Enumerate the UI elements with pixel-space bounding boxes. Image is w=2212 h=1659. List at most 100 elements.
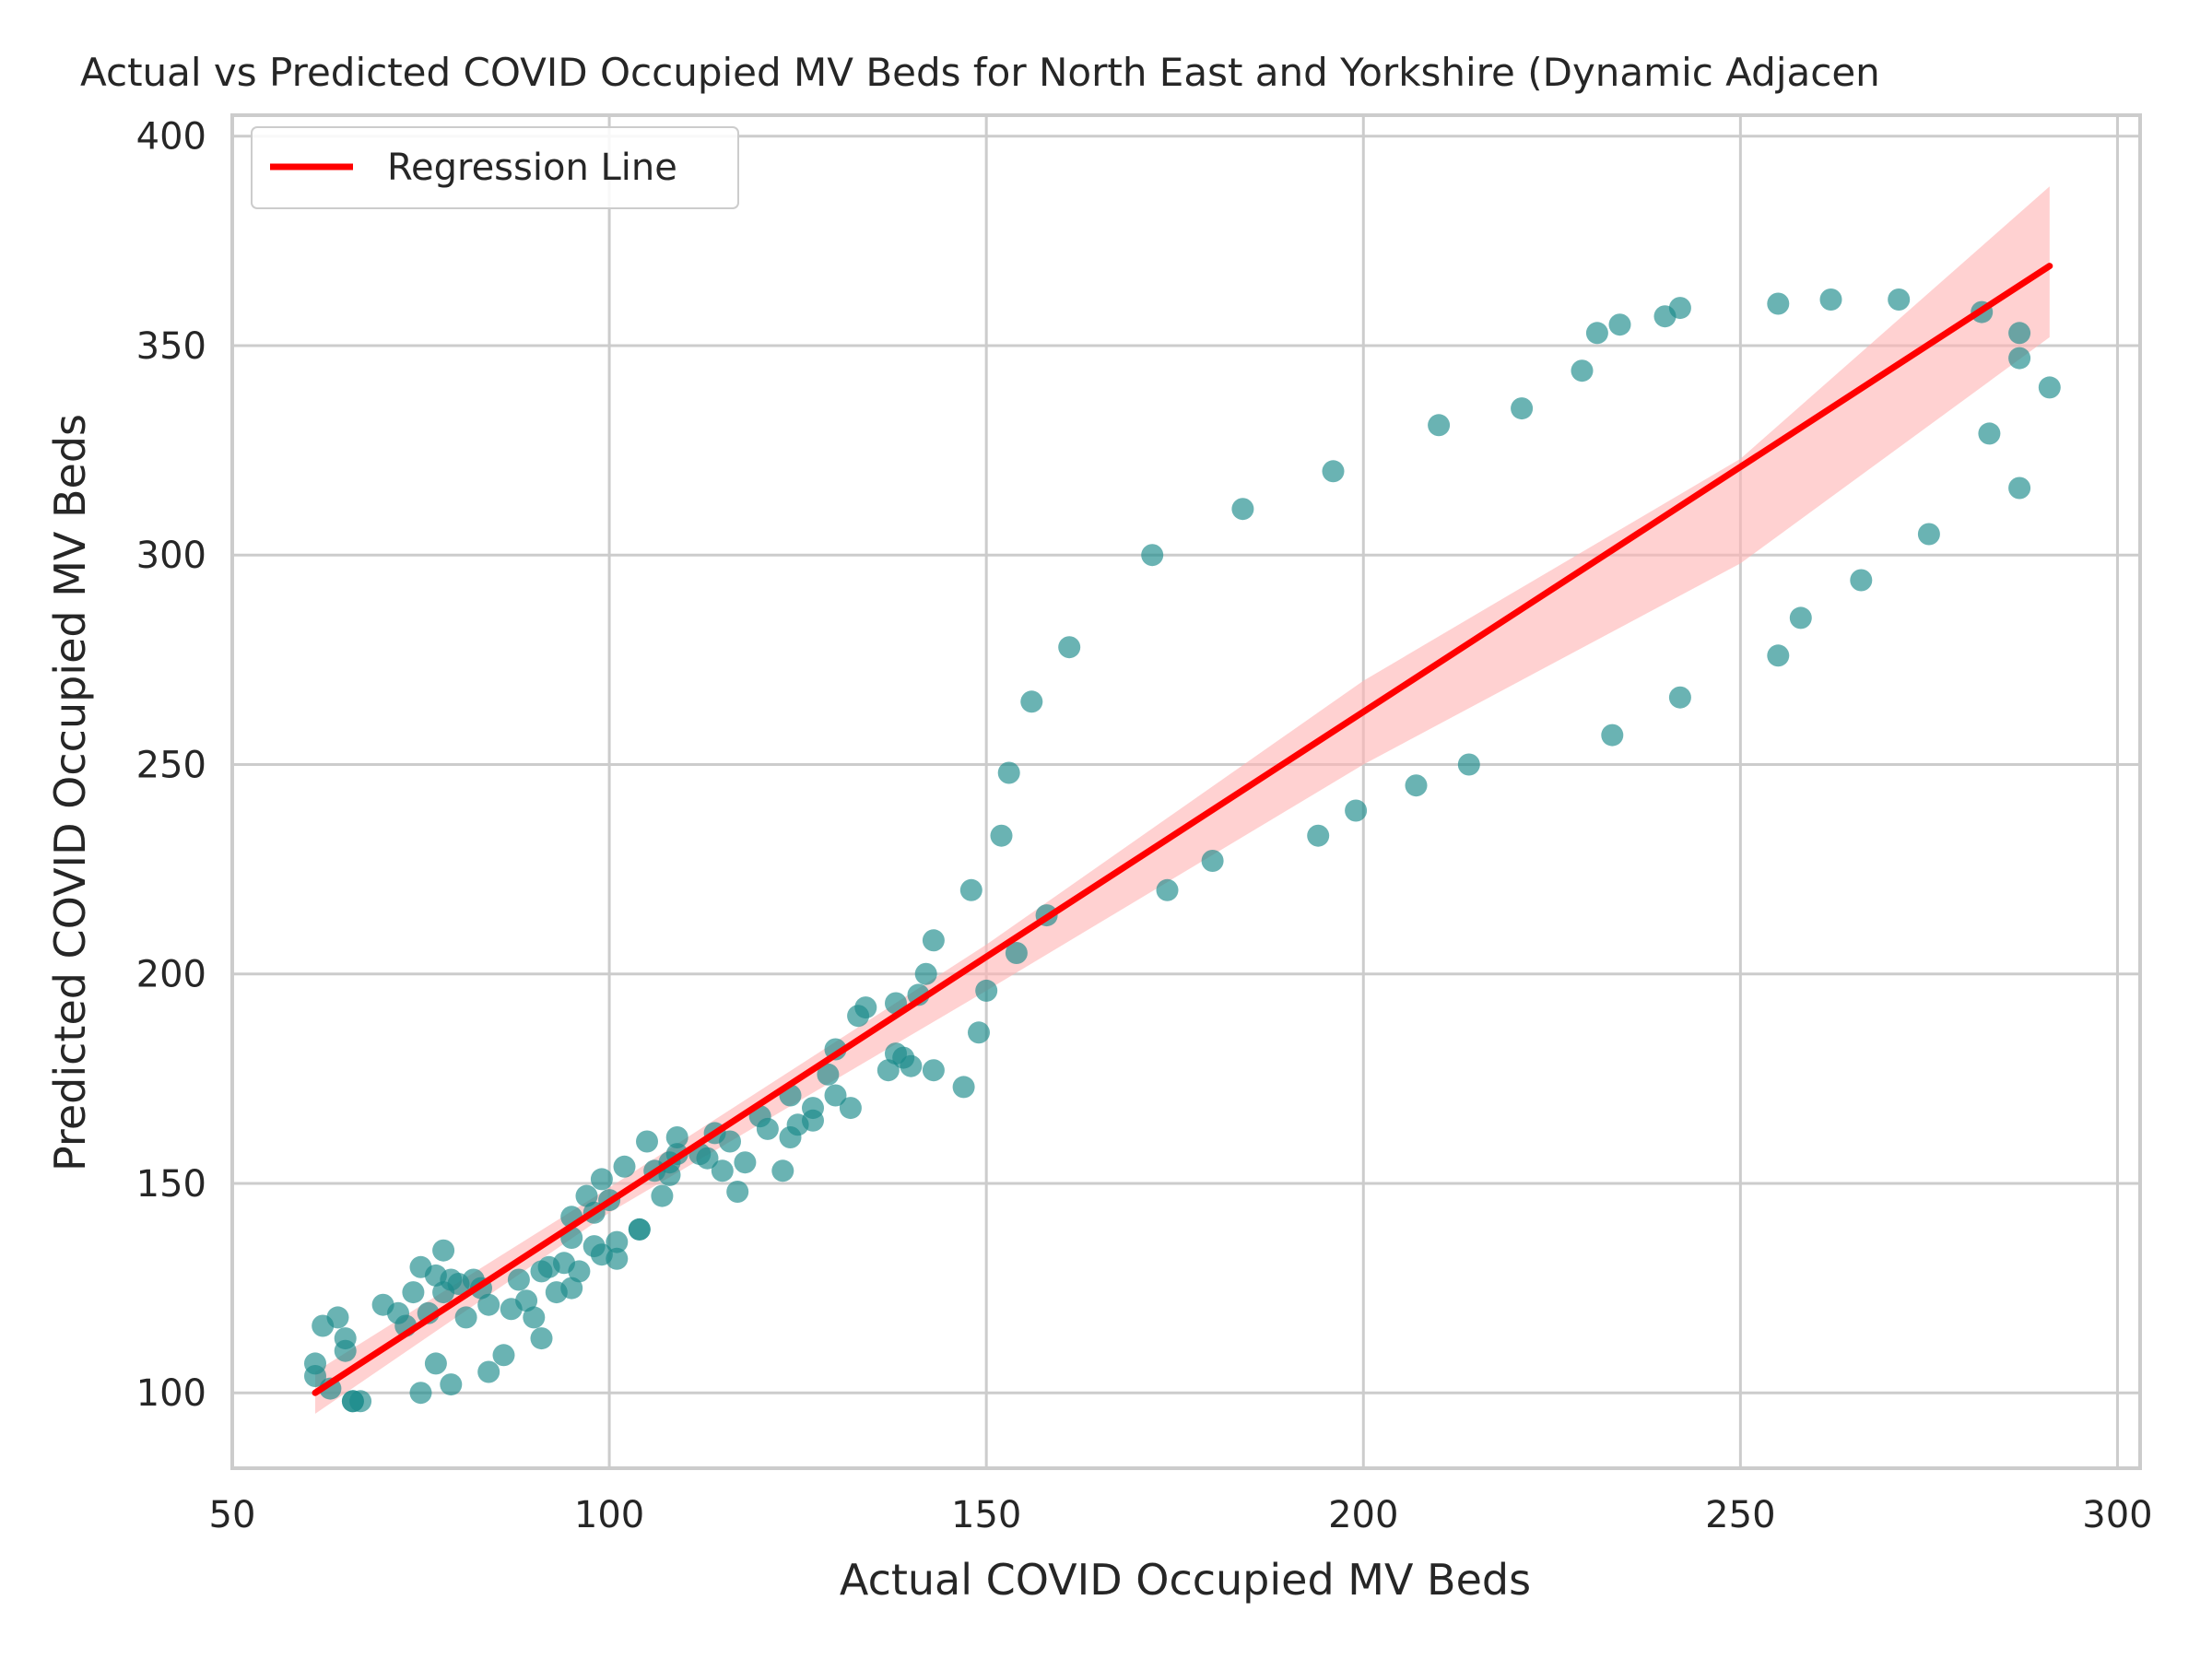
scatter-point	[726, 1181, 749, 1203]
grid-lines	[230, 115, 2140, 1468]
chart-title: Actual vs Predicted COVID Occupied MV Be…	[80, 50, 1880, 95]
scatter-point	[1850, 569, 1873, 592]
scatter-point	[651, 1184, 674, 1207]
x-tick-label: 300	[2082, 1494, 2152, 1536]
scatter-point	[432, 1239, 455, 1262]
scatter-point	[1020, 690, 1043, 713]
scatter-point	[606, 1247, 629, 1270]
scatter-point	[1767, 292, 1790, 315]
scatter-point	[734, 1151, 757, 1174]
scatter-point	[402, 1281, 425, 1304]
scatter-point	[2008, 347, 2031, 370]
y-tick-label: 400	[136, 116, 206, 159]
scatter-point	[990, 824, 1013, 847]
scatter-point	[665, 1126, 688, 1148]
scatter-point	[1917, 523, 1940, 546]
scatter-point	[877, 1059, 900, 1082]
scatter-point	[922, 929, 945, 952]
scatter-point	[824, 1084, 847, 1107]
scatter-point	[711, 1159, 734, 1182]
scatter-point	[1141, 544, 1164, 567]
y-tick-label: 300	[136, 535, 206, 577]
x-tick-label: 50	[209, 1494, 256, 1536]
scatter-point	[606, 1230, 629, 1253]
scatter-point	[2008, 322, 2031, 345]
confidence-band	[315, 186, 2050, 1414]
scatter-point	[817, 1063, 840, 1086]
scatter-point	[628, 1218, 651, 1241]
scatter-point	[756, 1117, 779, 1140]
scatter-point	[696, 1147, 719, 1170]
scatter-point	[2038, 376, 2061, 399]
scatter-point	[1511, 397, 1534, 420]
scatter-point	[997, 761, 1020, 784]
scatter-point	[492, 1344, 515, 1367]
scatter-point	[900, 1054, 923, 1077]
scatter-point	[771, 1159, 794, 1182]
regression-layer	[312, 263, 2053, 1396]
scatter-point	[802, 1097, 824, 1120]
scatter-point	[349, 1390, 372, 1413]
scatter-point	[839, 1097, 862, 1120]
scatter-point	[304, 1352, 326, 1375]
scatter-point	[560, 1277, 583, 1300]
y-tick-label: 150	[136, 1163, 206, 1206]
scatter-point	[590, 1168, 613, 1191]
x-axis-label: Actual COVID Occupied MV Beds	[840, 1555, 1531, 1605]
y-tick-label: 250	[136, 744, 206, 786]
scatter-point	[2008, 477, 2031, 500]
legend-label-regression-line: Regression Line	[387, 147, 677, 189]
scatter-point	[1789, 606, 1812, 629]
y-axis-label: Predicted COVID Occupied MV Beds	[45, 414, 95, 1171]
scatter-point	[636, 1130, 658, 1153]
scatter-point	[1307, 824, 1330, 847]
scatter-point	[1231, 498, 1254, 521]
scatter-point	[1608, 313, 1631, 336]
scatter-point	[515, 1289, 538, 1312]
scatter-point	[968, 1021, 990, 1044]
scatter-point	[1668, 297, 1691, 320]
scatter-point	[1345, 799, 1368, 822]
x-tick-label: 200	[1328, 1494, 1398, 1536]
y-tick-label: 200	[136, 954, 206, 996]
scatter-point	[959, 878, 982, 901]
scatter-point	[1571, 359, 1594, 382]
scatter-point	[613, 1155, 636, 1178]
plot-frame	[230, 113, 2142, 1470]
legend-box	[251, 126, 739, 209]
scatter-point	[530, 1327, 553, 1350]
scatter-point	[1322, 460, 1345, 483]
scatter-point	[326, 1306, 349, 1329]
scatter-point	[1601, 724, 1624, 747]
scatter-point	[568, 1260, 591, 1283]
scatter-point	[975, 979, 998, 1002]
scatter-point	[523, 1306, 546, 1329]
scatter-point	[424, 1352, 447, 1375]
scatter-point	[1888, 288, 1911, 311]
scatter-point	[1428, 414, 1451, 437]
scatter-point	[1585, 322, 1608, 345]
scatter-point	[952, 1076, 975, 1099]
scatter-point	[922, 1059, 945, 1082]
legend: Regression Line	[251, 126, 739, 209]
scatter-point	[1405, 774, 1428, 797]
scatter-point	[1767, 644, 1790, 667]
regression-line	[312, 263, 2053, 1396]
y-tick-label: 100	[136, 1372, 206, 1415]
scatter-point	[1978, 422, 2001, 445]
x-tick-label: 250	[1705, 1494, 1775, 1536]
scatter-point	[914, 962, 937, 985]
scatter-point	[719, 1130, 741, 1153]
scatter-point	[507, 1268, 530, 1291]
scatter-point	[1005, 942, 1028, 964]
scatter-point	[1819, 288, 1842, 311]
scatter-point	[477, 1360, 500, 1383]
y-tick-label: 350	[136, 325, 206, 368]
x-tick-label: 150	[951, 1494, 1021, 1536]
scatter-point	[1201, 850, 1224, 872]
scatter-point	[1058, 636, 1081, 659]
scatter-point	[575, 1184, 598, 1207]
x-tick-labels: 50 100 150 200 250 300	[209, 1494, 2153, 1536]
